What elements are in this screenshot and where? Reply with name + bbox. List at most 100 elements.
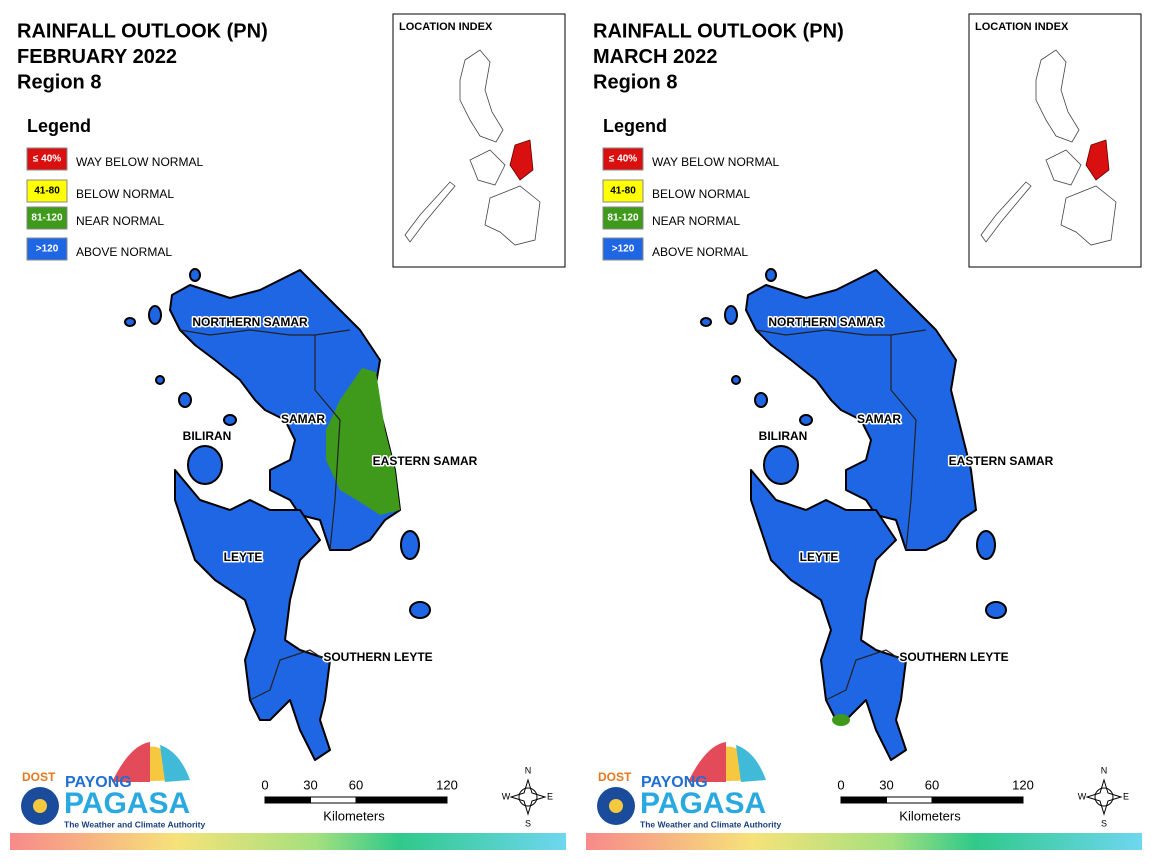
- title-line: RAINFALL OUTLOOK (PN): [17, 20, 268, 42]
- compass-letter: E: [547, 791, 553, 801]
- logo-sun-core: [609, 799, 623, 813]
- footer-gradient: [586, 833, 1142, 850]
- legend-label: BELOW NORMAL: [652, 187, 750, 201]
- legend-swatch-label: >120: [36, 244, 59, 255]
- logo-tagline: The Weather and Climate Authority: [640, 819, 781, 829]
- logo-pagasa: PAGASA: [640, 787, 766, 820]
- region-map: [700, 268, 1007, 761]
- scale-segment: [264, 796, 311, 804]
- scale-tick-label: 30: [879, 777, 893, 792]
- legend-label: BELOW NORMAL: [76, 187, 174, 201]
- title-line: RAINFALL OUTLOOK (PN): [593, 20, 844, 42]
- logo-pagasa: PAGASA: [64, 787, 190, 820]
- logo-tagline: The Weather and Climate Authority: [64, 819, 205, 829]
- index-land: [1045, 149, 1082, 186]
- index-land: [980, 181, 1032, 243]
- legend-swatch: [602, 147, 644, 171]
- index-land: [1060, 185, 1117, 246]
- scale-segment: [355, 796, 448, 804]
- scale-segment: [840, 796, 887, 804]
- legend-swatch-label: 81-120: [607, 213, 639, 224]
- province-label: SOUTHERN LEYTE: [899, 650, 1008, 664]
- province-label: LEYTE: [224, 550, 263, 564]
- index-land: [1035, 49, 1080, 143]
- legend-swatch-label: ≤ 40%: [609, 154, 637, 165]
- legend-swatch: [602, 206, 644, 230]
- scale-segment: [886, 796, 933, 804]
- province-label: LEYTE: [800, 550, 839, 564]
- legend-swatch-label: ≤ 40%: [33, 154, 61, 165]
- footer-gradient: [10, 833, 566, 850]
- compass-rose: [509, 778, 547, 816]
- logo-dost: DOST: [598, 770, 632, 784]
- logo-umbrella-right: [160, 745, 190, 782]
- legend-swatch: [602, 179, 644, 203]
- scale-tick-label: 60: [925, 777, 939, 792]
- legend-swatch-label: 81-120: [31, 213, 63, 224]
- compass-rose: [1085, 778, 1123, 816]
- near-normal-area: [832, 714, 850, 726]
- legend-label: ABOVE NORMAL: [76, 245, 172, 259]
- logo-umbrella-left: [688, 742, 726, 782]
- province-label: BILIRAN: [759, 429, 808, 443]
- legend-title: Legend: [27, 116, 91, 136]
- province-label: NORTHERN SAMAR: [192, 315, 308, 329]
- title-line: FEBRUARY 2022: [17, 46, 177, 68]
- logo-umbrella-right: [736, 745, 766, 782]
- scale-segment: [310, 796, 357, 804]
- legend-swatch: [26, 237, 68, 261]
- index-highlight: [1085, 139, 1110, 181]
- scale-tick-label: 0: [837, 777, 844, 792]
- index-highlight: [509, 139, 534, 181]
- title-line: Region 8: [17, 71, 101, 93]
- scale-unit: Kilometers: [323, 808, 385, 823]
- legend-label: WAY BELOW NORMAL: [652, 155, 779, 169]
- compass-letter: S: [525, 818, 531, 828]
- scale-segment: [931, 796, 1024, 804]
- province-label: SAMAR: [857, 412, 901, 426]
- index-title: LOCATION INDEX: [399, 21, 493, 33]
- compass-letter: S: [1101, 818, 1107, 828]
- compass-letter: W: [502, 791, 511, 801]
- logo-payong: PAYONG: [641, 774, 708, 791]
- compass-letter: N: [525, 765, 532, 775]
- scale-tick-label: 60: [349, 777, 363, 792]
- legend-swatch: [602, 237, 644, 261]
- legend-swatch: [26, 179, 68, 203]
- scale-tick-label: 30: [303, 777, 317, 792]
- index-land: [459, 49, 504, 143]
- legend-label: ABOVE NORMAL: [652, 245, 748, 259]
- logo-umbrella-left: [112, 742, 150, 782]
- index-land: [469, 149, 506, 186]
- compass-letter: E: [1123, 791, 1129, 801]
- legend-swatch-label: 41-80: [34, 186, 60, 197]
- legend-swatch-label: 41-80: [610, 186, 636, 197]
- legend-label: NEAR NORMAL: [76, 214, 164, 228]
- province-label: BILIRAN: [183, 429, 232, 443]
- province-label: EASTERN SAMAR: [949, 454, 1054, 468]
- legend-swatch: [26, 206, 68, 230]
- province-label: EASTERN SAMAR: [373, 454, 478, 468]
- logo-dost: DOST: [22, 770, 56, 784]
- province-label: SAMAR: [281, 412, 325, 426]
- scale-tick-label: 0: [261, 777, 268, 792]
- near-normal-area: [326, 368, 400, 515]
- compass-letter: N: [1101, 765, 1108, 775]
- compass-ring: [518, 787, 538, 807]
- legend-swatch: [26, 147, 68, 171]
- logo-sun-core: [33, 799, 47, 813]
- index-land: [404, 181, 456, 243]
- compass-letter: W: [1078, 791, 1087, 801]
- legend-title: Legend: [603, 116, 667, 136]
- index-title: LOCATION INDEX: [975, 21, 1069, 33]
- index-land: [484, 185, 541, 246]
- panel: RAINFALL OUTLOOK (PN) MARCH 2022 Region 8 L…: [586, 13, 1142, 850]
- province-label: NORTHERN SAMAR: [768, 315, 884, 329]
- scale-tick-label: 120: [436, 777, 458, 792]
- scale-unit: Kilometers: [899, 808, 961, 823]
- region-map: [124, 268, 431, 761]
- legend-label: NEAR NORMAL: [652, 214, 740, 228]
- scale-tick-label: 120: [1012, 777, 1034, 792]
- logo-payong: PAYONG: [65, 774, 132, 791]
- legend-label: WAY BELOW NORMAL: [76, 155, 203, 169]
